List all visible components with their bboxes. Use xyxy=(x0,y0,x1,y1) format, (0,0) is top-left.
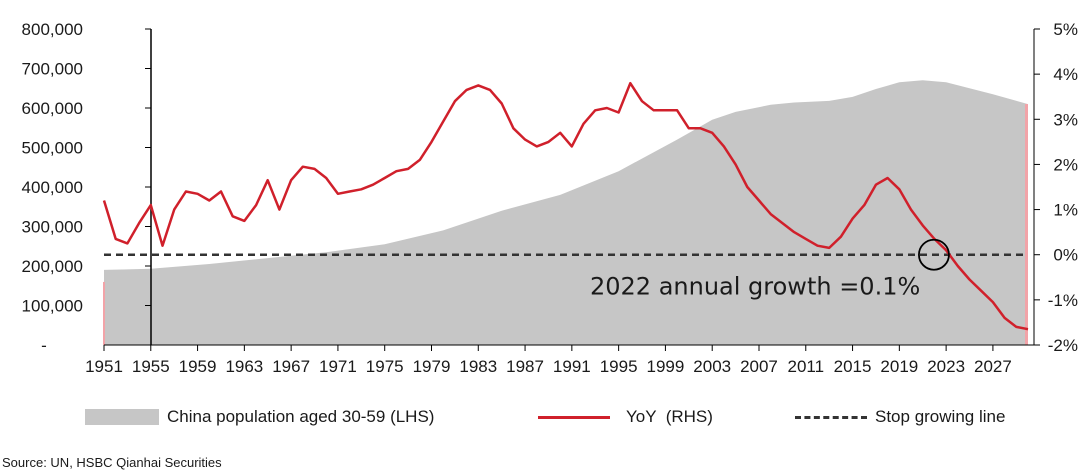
legend-label-yoy: YoY (RHS) xyxy=(626,407,713,426)
x-tick-label: 1971 xyxy=(319,357,357,376)
x-tick-label: 1951 xyxy=(85,357,123,376)
x-tick-label: 2003 xyxy=(693,357,731,376)
x-tick-label: 1959 xyxy=(179,357,217,376)
legend-swatch-line xyxy=(538,415,610,419)
x-tick-label: 2027 xyxy=(974,357,1012,376)
legend-item-yoy: YoY (RHS) xyxy=(538,400,713,434)
y-left-tick-label: 400,000 xyxy=(22,178,83,197)
y-right-tick-label: 0% xyxy=(1053,246,1078,265)
legend-item-stop: Stop growing line xyxy=(795,400,1005,434)
legend-label-population: China population aged 30-59 (LHS) xyxy=(167,407,435,426)
x-tick-label: 1975 xyxy=(366,357,404,376)
legend-item-population: China population aged 30-59 (LHS) xyxy=(85,400,434,434)
right-highlight-band xyxy=(1025,104,1028,345)
x-tick-label: 1979 xyxy=(413,357,451,376)
y-left-tick-label: 100,000 xyxy=(22,297,83,316)
yoy-line xyxy=(102,81,1029,331)
x-tick-label: 2019 xyxy=(880,357,918,376)
x-tick-label: 1991 xyxy=(553,357,591,376)
x-tick-label: 2007 xyxy=(740,357,778,376)
population-area xyxy=(104,80,1028,346)
legend-label-stop: Stop growing line xyxy=(875,407,1006,426)
y-right-tick-label: 2% xyxy=(1053,155,1078,174)
legend: China population aged 30-59 (LHS) YoY (R… xyxy=(0,400,1080,434)
y-left-tick-label: 600,000 xyxy=(22,99,83,118)
x-tick-label: 2015 xyxy=(834,357,872,376)
y-right-tick-label: 1% xyxy=(1053,201,1078,220)
y-left-tick-label: 800,000 xyxy=(22,20,83,39)
x-tick-label: 1995 xyxy=(600,357,638,376)
y-right-tick-label: 4% xyxy=(1053,65,1078,84)
y-left-tick-label: 300,000 xyxy=(22,218,83,237)
x-tick-label: 2023 xyxy=(927,357,965,376)
y-right-tick-label: 5% xyxy=(1053,20,1078,39)
legend-swatch-dash xyxy=(795,415,867,419)
y-right-tick-label: -2% xyxy=(1048,336,1078,355)
y-right-tick-label: 3% xyxy=(1053,110,1078,129)
y-right-tick-label: -1% xyxy=(1048,291,1078,310)
y-left-tick-label: 200,000 xyxy=(22,257,83,276)
x-tick-label: 1955 xyxy=(132,357,170,376)
legend-swatch-area xyxy=(85,409,159,425)
y-left-tick-label: 500,000 xyxy=(22,139,83,158)
chart-svg: 2022 annual growth =0.1% - 100,000 200,000… xyxy=(22,20,1078,376)
x-tick-label: 1963 xyxy=(225,357,263,376)
left-highlight-band xyxy=(103,281,105,345)
x-tick-label: 1967 xyxy=(272,357,310,376)
y-left-tick-label: - xyxy=(41,336,47,355)
annotation-text: 2022 annual growth =0.1% xyxy=(590,273,920,301)
y-left-tick-label: 700,000 xyxy=(22,60,83,79)
source-note: Source: UN, HSBC Qianhai Securities xyxy=(2,455,222,470)
x-tick-label: 1999 xyxy=(647,357,685,376)
x-tick-label: 2011 xyxy=(787,357,824,376)
annotation-circle xyxy=(918,238,950,271)
x-tick-label: 1987 xyxy=(506,357,544,376)
x-tick-label: 1983 xyxy=(459,357,497,376)
